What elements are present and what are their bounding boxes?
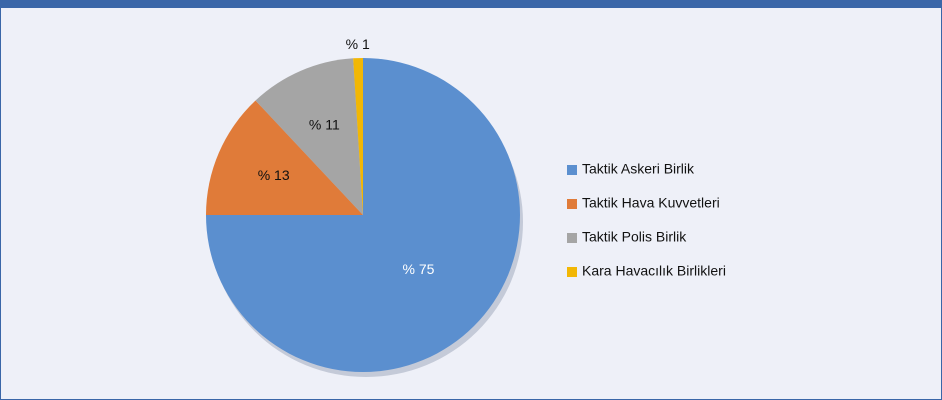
legend-label: Taktik Hava Kuvvetleri	[582, 195, 720, 211]
pie-slice	[353, 58, 363, 215]
legend-swatch	[567, 233, 577, 243]
legend-label: Taktik Askeri Birlik	[582, 161, 695, 177]
top-bar	[0, 0, 942, 8]
legend-label: Taktik Polis Birlik	[582, 229, 687, 245]
data-label: % 11	[309, 116, 340, 132]
data-label: % 13	[258, 167, 290, 183]
pie-slice	[255, 58, 363, 216]
legend-swatch	[567, 199, 577, 209]
legend-label: Kara Havacılık Birlikleri	[582, 263, 726, 279]
legend-swatch	[567, 165, 577, 175]
legend-swatch	[567, 267, 577, 277]
data-label: % 75	[403, 261, 435, 277]
pie-slice	[206, 100, 363, 215]
data-label: % 1	[346, 36, 370, 52]
